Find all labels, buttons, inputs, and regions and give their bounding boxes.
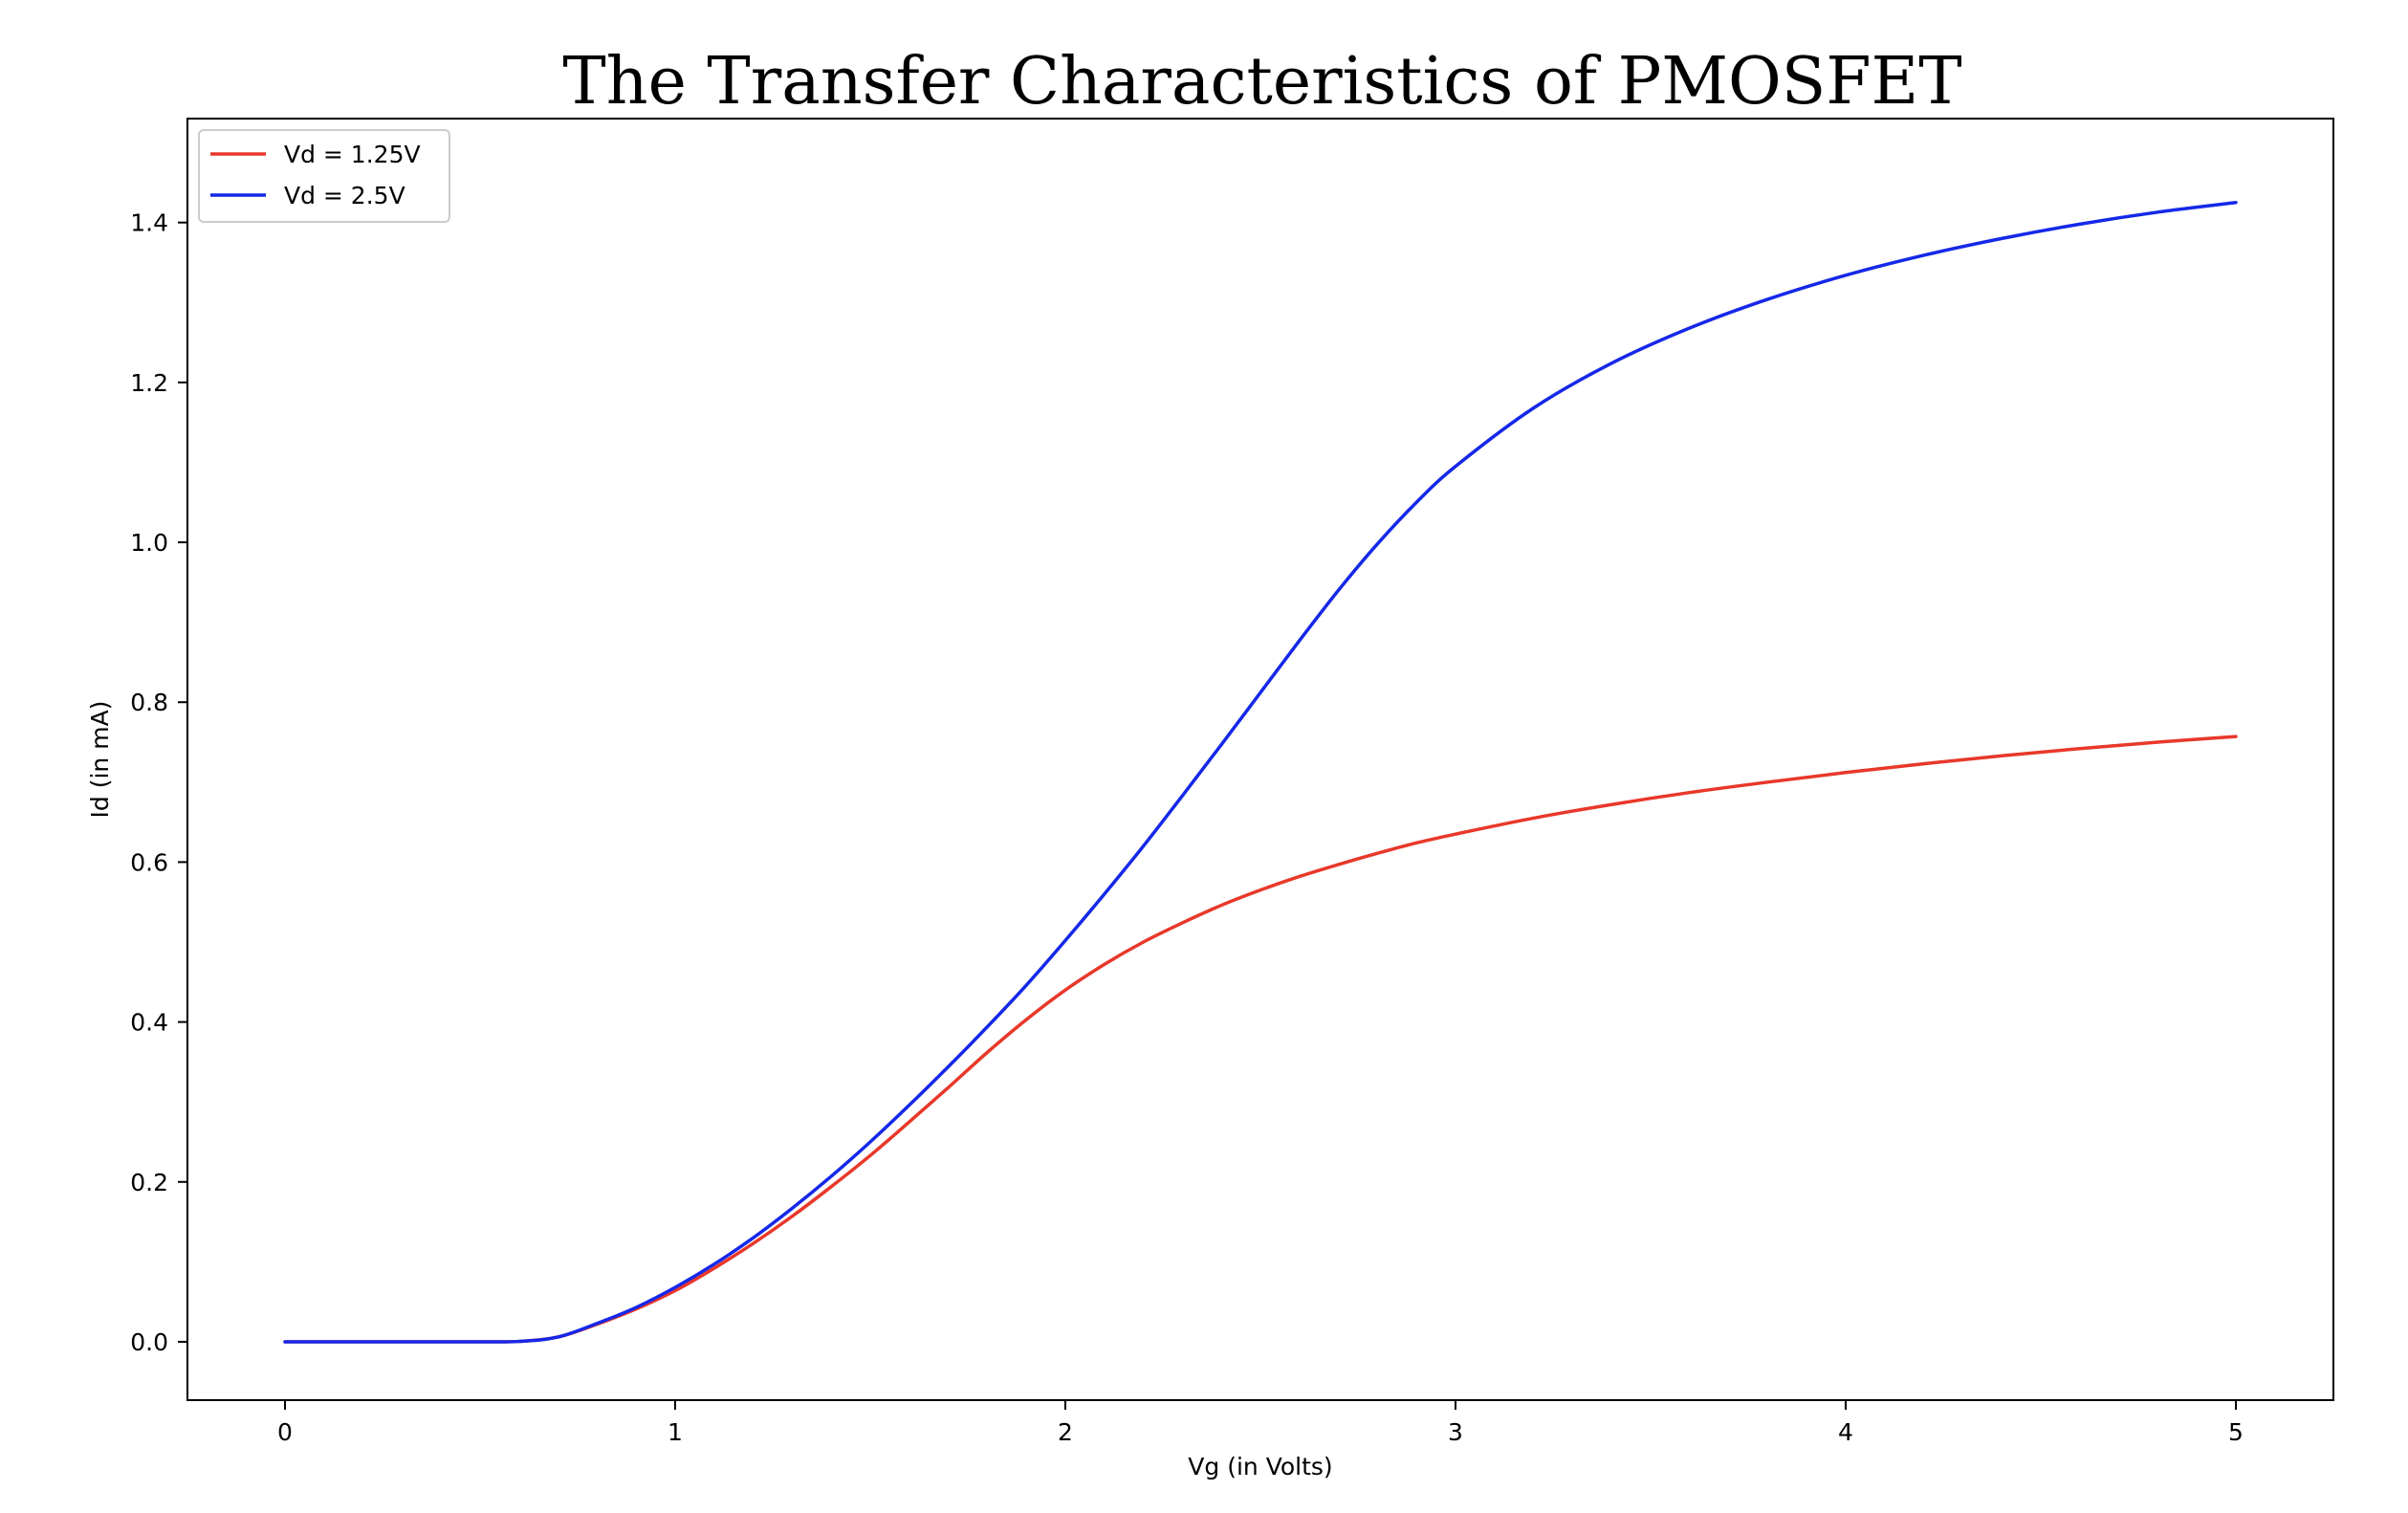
chart-title: The Transfer Characteristics of PMOSFET (562, 44, 1961, 120)
x-tick-label: 2 (1058, 1418, 1073, 1446)
legend: Vd = 1.25V Vd = 2.5V (198, 129, 450, 223)
x-tick-label: 1 (668, 1418, 683, 1446)
x-tick-label: 3 (1448, 1418, 1463, 1446)
x-tick-label: 4 (1838, 1418, 1853, 1446)
y-tick-label: 1.4 (130, 209, 168, 237)
y-tick-label: 1.2 (130, 369, 168, 397)
y-tick-label: 0.6 (130, 848, 168, 876)
series-layer (283, 201, 2238, 1344)
x-axis-label: Vg (in Volts) (1188, 1453, 1332, 1480)
plot-frame (186, 118, 2334, 1401)
y-axis-label: Id (in mA) (86, 701, 114, 819)
y-tick-label: 0.8 (130, 689, 168, 716)
axes-layer: 0 1 2 3 4 5 0.0 0.2 0.4 0.6 0.8 1.0 1.2 1.4 (130, 209, 2244, 1446)
y-tick-label: 1.0 (130, 529, 168, 557)
x-tick-label: 5 (2228, 1418, 2244, 1446)
legend-label-vd-1.25v: Vd = 1.25V (284, 141, 421, 168)
y-tick-label: 0.2 (130, 1169, 168, 1196)
y-tick-label: 0.4 (130, 1009, 168, 1037)
series-line-vd-2.5v (283, 201, 2238, 1344)
x-tick-label: 0 (277, 1418, 293, 1446)
legend-label-vd-2.5v: Vd = 2.5V (284, 182, 405, 209)
y-tick-label: 0.0 (130, 1328, 168, 1356)
